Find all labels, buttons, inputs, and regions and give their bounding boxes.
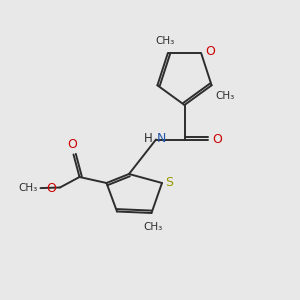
Text: O: O [46,182,56,196]
Text: H: H [144,132,152,145]
Text: O: O [212,133,222,146]
Text: CH₃: CH₃ [143,222,163,232]
Text: O: O [67,138,77,151]
Text: CH₃: CH₃ [19,183,38,193]
Text: O: O [205,44,215,58]
Text: N: N [156,132,166,145]
Text: S: S [166,176,174,189]
Text: CH₃: CH₃ [215,91,235,101]
Text: CH₃: CH₃ [155,36,174,46]
